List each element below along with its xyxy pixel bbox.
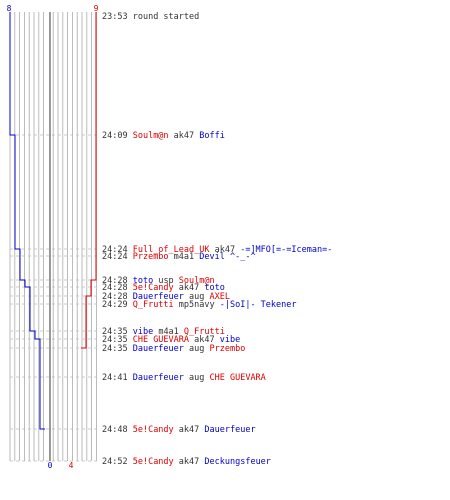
- event-segment: Dauerfeuer: [204, 425, 255, 435]
- event-segment: round started: [133, 12, 200, 22]
- event-row: 24:52 5e!Candy ak47 Deckungsfeuer: [102, 457, 271, 467]
- event-segment: AXEL: [210, 292, 230, 302]
- event-segment: Soulm@n: [179, 276, 215, 286]
- event-segment: toto: [133, 276, 153, 286]
- event-row: 24:09 Soulm@n ak47 Boffi: [102, 131, 225, 141]
- event-time: 24:28: [102, 283, 128, 293]
- event-segment: CHE GUEVARA: [210, 373, 266, 383]
- event-segment: Dauerfeuer: [133, 292, 184, 302]
- event-row: 24:29 Q_Frutti mp5navy -|SoI|- Tekener: [102, 300, 297, 310]
- event-time: 24:41: [102, 373, 128, 383]
- event-segment: toto: [204, 283, 224, 293]
- event-segment: aug: [184, 344, 210, 354]
- player-count-labels: 8 9 0 4: [7, 4, 99, 470]
- event-row: 24:24 Przembo m4a1 Devil ^-_-^: [102, 252, 256, 262]
- event-segment: 5e!Candy: [133, 457, 174, 467]
- event-segment: vibe: [220, 335, 240, 345]
- event-time: 24:09: [102, 131, 128, 141]
- event-segment: 5e!Candy: [133, 425, 174, 435]
- event-segment: ak47: [189, 335, 220, 345]
- blue-team-line: [9, 12, 45, 430]
- event-segment: ak47: [174, 425, 205, 435]
- event-segment: Dauerfeuer: [133, 344, 184, 354]
- event-segment: Devil ^-_-^: [199, 252, 255, 262]
- event-segment: -=]MFO[=-=Iceman=-: [240, 245, 332, 255]
- blue-end-count: 0: [48, 461, 53, 470]
- event-segment: Dauerfeuer: [133, 373, 184, 383]
- event-log: 23:53 round started 24:09 Soulm@n ak47 Bo…: [102, 12, 332, 467]
- event-segment: ak47: [169, 131, 200, 141]
- event-time: 24:28: [102, 276, 128, 286]
- event-segment: ak47: [174, 283, 205, 293]
- event-segment: Full_of_Lead_UK: [133, 245, 211, 255]
- event-segment: usp: [153, 276, 179, 286]
- event-time: 24:28: [102, 292, 128, 302]
- event-segment: mp5navy: [174, 300, 220, 310]
- event-segment: Boffi: [199, 131, 225, 141]
- event-time: 24:52: [102, 457, 128, 467]
- red-end-count: 4: [69, 461, 74, 470]
- event-segment: aug: [184, 373, 210, 383]
- event-row: 24:24 Full_of_Lead_UK ak47 -=]MFO[=-=Ice…: [102, 245, 332, 255]
- event-time: 24:48: [102, 425, 128, 435]
- event-time: 24:35: [102, 344, 128, 354]
- event-segment: m4a1: [169, 252, 200, 262]
- event-row: 23:53 round started: [102, 12, 199, 22]
- red-start-count: 9: [94, 4, 99, 13]
- event-segment: Q_Frutti: [133, 300, 174, 310]
- blue-start-count: 8: [7, 4, 12, 13]
- series-lines: [9, 12, 97, 430]
- event-segment: aug: [184, 292, 210, 302]
- event-row: 24:35 CHE GUEVARA ak47 vibe: [102, 335, 240, 345]
- event-segment: ak47: [174, 457, 205, 467]
- event-time: 24:24: [102, 245, 128, 255]
- event-row: 24:35 Dauerfeuer aug Przembo: [102, 344, 245, 354]
- event-segment: Q_Frutti: [184, 327, 225, 337]
- grid: [9, 12, 97, 461]
- event-segment: Deckungsfeuer: [204, 457, 271, 467]
- event-time: 23:53: [102, 12, 128, 22]
- event-row: 24:35 vibe m4a1 Q_Frutti: [102, 327, 225, 337]
- event-segment: -|SoI|- Tekener: [220, 300, 297, 310]
- event-segment: vibe: [133, 327, 153, 337]
- event-time: 24:35: [102, 327, 128, 337]
- event-segment: Soulm@n: [133, 131, 169, 141]
- event-segment: Przembo: [210, 344, 246, 354]
- red-team-line: [81, 12, 97, 349]
- event-segment: m4a1: [153, 327, 184, 337]
- event-row: 24:48 5e!Candy ak47 Dauerfeuer: [102, 425, 256, 435]
- event-segment: ak47: [209, 245, 240, 255]
- event-time: 24:24: [102, 252, 128, 262]
- event-row: 24:28 5e!Candy ak47 toto: [102, 283, 225, 293]
- event-time: 24:35: [102, 335, 128, 345]
- event-time: 24:29: [102, 300, 128, 310]
- event-row: 24:28 toto usp Soulm@n: [102, 276, 215, 286]
- event-segment: Przembo: [133, 252, 169, 262]
- event-segment: CHE GUEVARA: [133, 335, 189, 345]
- event-segment: 5e!Candy: [133, 283, 174, 293]
- event-row: 24:41 Dauerfeuer aug CHE GUEVARA: [102, 373, 266, 383]
- event-row: 24:28 Dauerfeuer aug AXEL: [102, 292, 230, 302]
